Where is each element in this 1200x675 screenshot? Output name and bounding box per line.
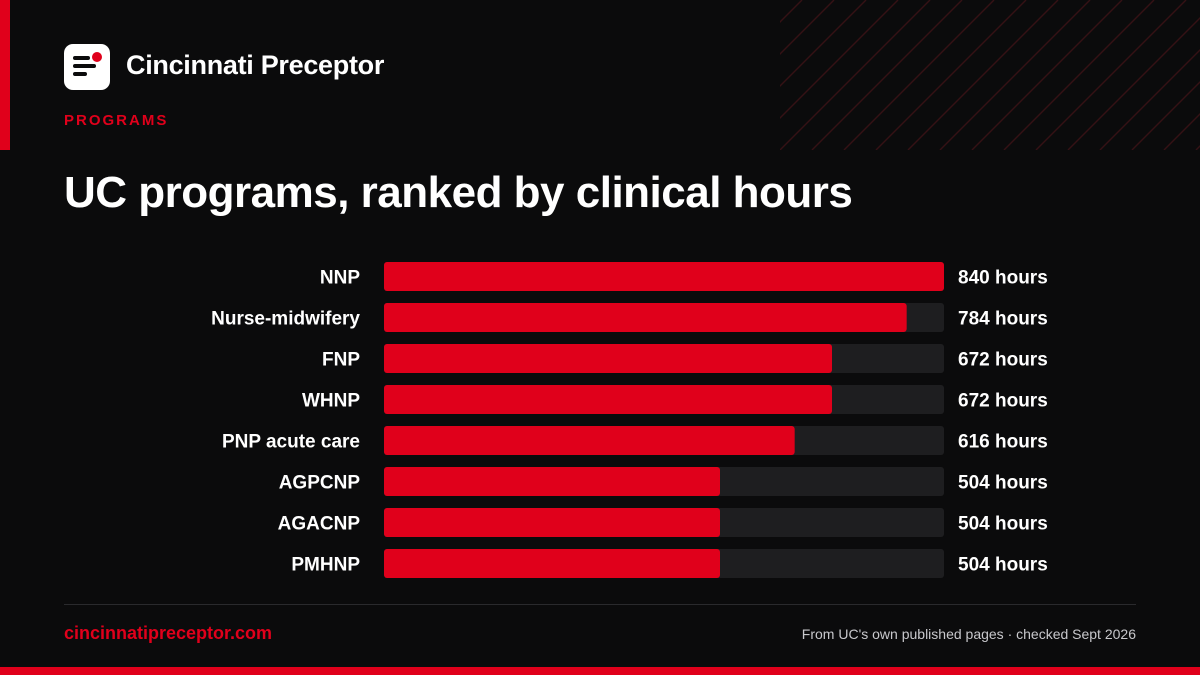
bar — [384, 508, 720, 537]
footer-divider — [64, 604, 1136, 605]
category-label: AGPCNP — [279, 473, 361, 494]
value-label: 784 hours — [958, 309, 1048, 330]
category-label: NNP — [320, 268, 360, 289]
value-label: 840 hours — [958, 268, 1048, 289]
footer-url[interactable]: cincinnatipreceptor.com — [64, 623, 273, 643]
value-label: 616 hours — [958, 432, 1048, 453]
bottom-accent-bar — [0, 667, 1200, 675]
decorative-stripe — [1067, 17, 1200, 150]
value-label: 504 hours — [958, 514, 1048, 535]
page-title: UC programs, ranked by clinical hours — [64, 168, 853, 217]
document-lines-icon — [64, 44, 110, 90]
category-label: FNP — [322, 350, 360, 371]
bar — [384, 549, 720, 578]
decorative-stripe — [1195, 145, 1200, 150]
decorative-stripe — [1163, 113, 1200, 150]
bar — [384, 467, 720, 496]
bar — [384, 303, 907, 332]
decorative-stripe — [1099, 49, 1200, 150]
category-label: WHNP — [302, 391, 360, 412]
decorative-stripe — [780, 0, 931, 150]
value-label: 672 hours — [958, 350, 1048, 371]
diagonal-stripes-decoration — [780, 0, 1200, 150]
decorative-stripe — [780, 0, 835, 55]
brand-name: Cincinnati Preceptor — [126, 50, 385, 80]
decorative-stripe — [1035, 0, 1187, 150]
decorative-stripe — [811, 0, 963, 150]
decorative-stripe — [971, 0, 1123, 150]
footer-source-note: From UC's own published pages · checked … — [801, 626, 1136, 642]
decorative-stripe — [1003, 0, 1155, 150]
bar — [384, 262, 944, 291]
bar — [384, 426, 795, 455]
decorative-stripe — [780, 0, 899, 119]
decorative-stripe — [843, 0, 995, 150]
decorative-stripe — [907, 0, 1059, 150]
decorative-stripe — [939, 0, 1091, 150]
bar — [384, 385, 832, 414]
decorative-stripe — [875, 0, 1027, 150]
value-label: 504 hours — [958, 555, 1048, 576]
category-label: PNP acute care — [222, 432, 360, 453]
category-label: AGACNP — [278, 514, 361, 535]
decorative-stripe — [1131, 81, 1200, 150]
bar — [384, 344, 832, 373]
bar-chart: NNP 840 hours Nurse-midwifery 784 hours FNP 6… — [211, 262, 1048, 578]
section-eyebrow: PROGRAMS — [64, 112, 169, 129]
value-label: 504 hours — [958, 473, 1048, 494]
decorative-stripe — [780, 0, 867, 87]
value-label: 672 hours — [958, 391, 1048, 412]
left-accent-bar — [0, 0, 10, 150]
category-label: PMHNP — [291, 555, 360, 576]
category-label: Nurse-midwifery — [211, 309, 360, 330]
